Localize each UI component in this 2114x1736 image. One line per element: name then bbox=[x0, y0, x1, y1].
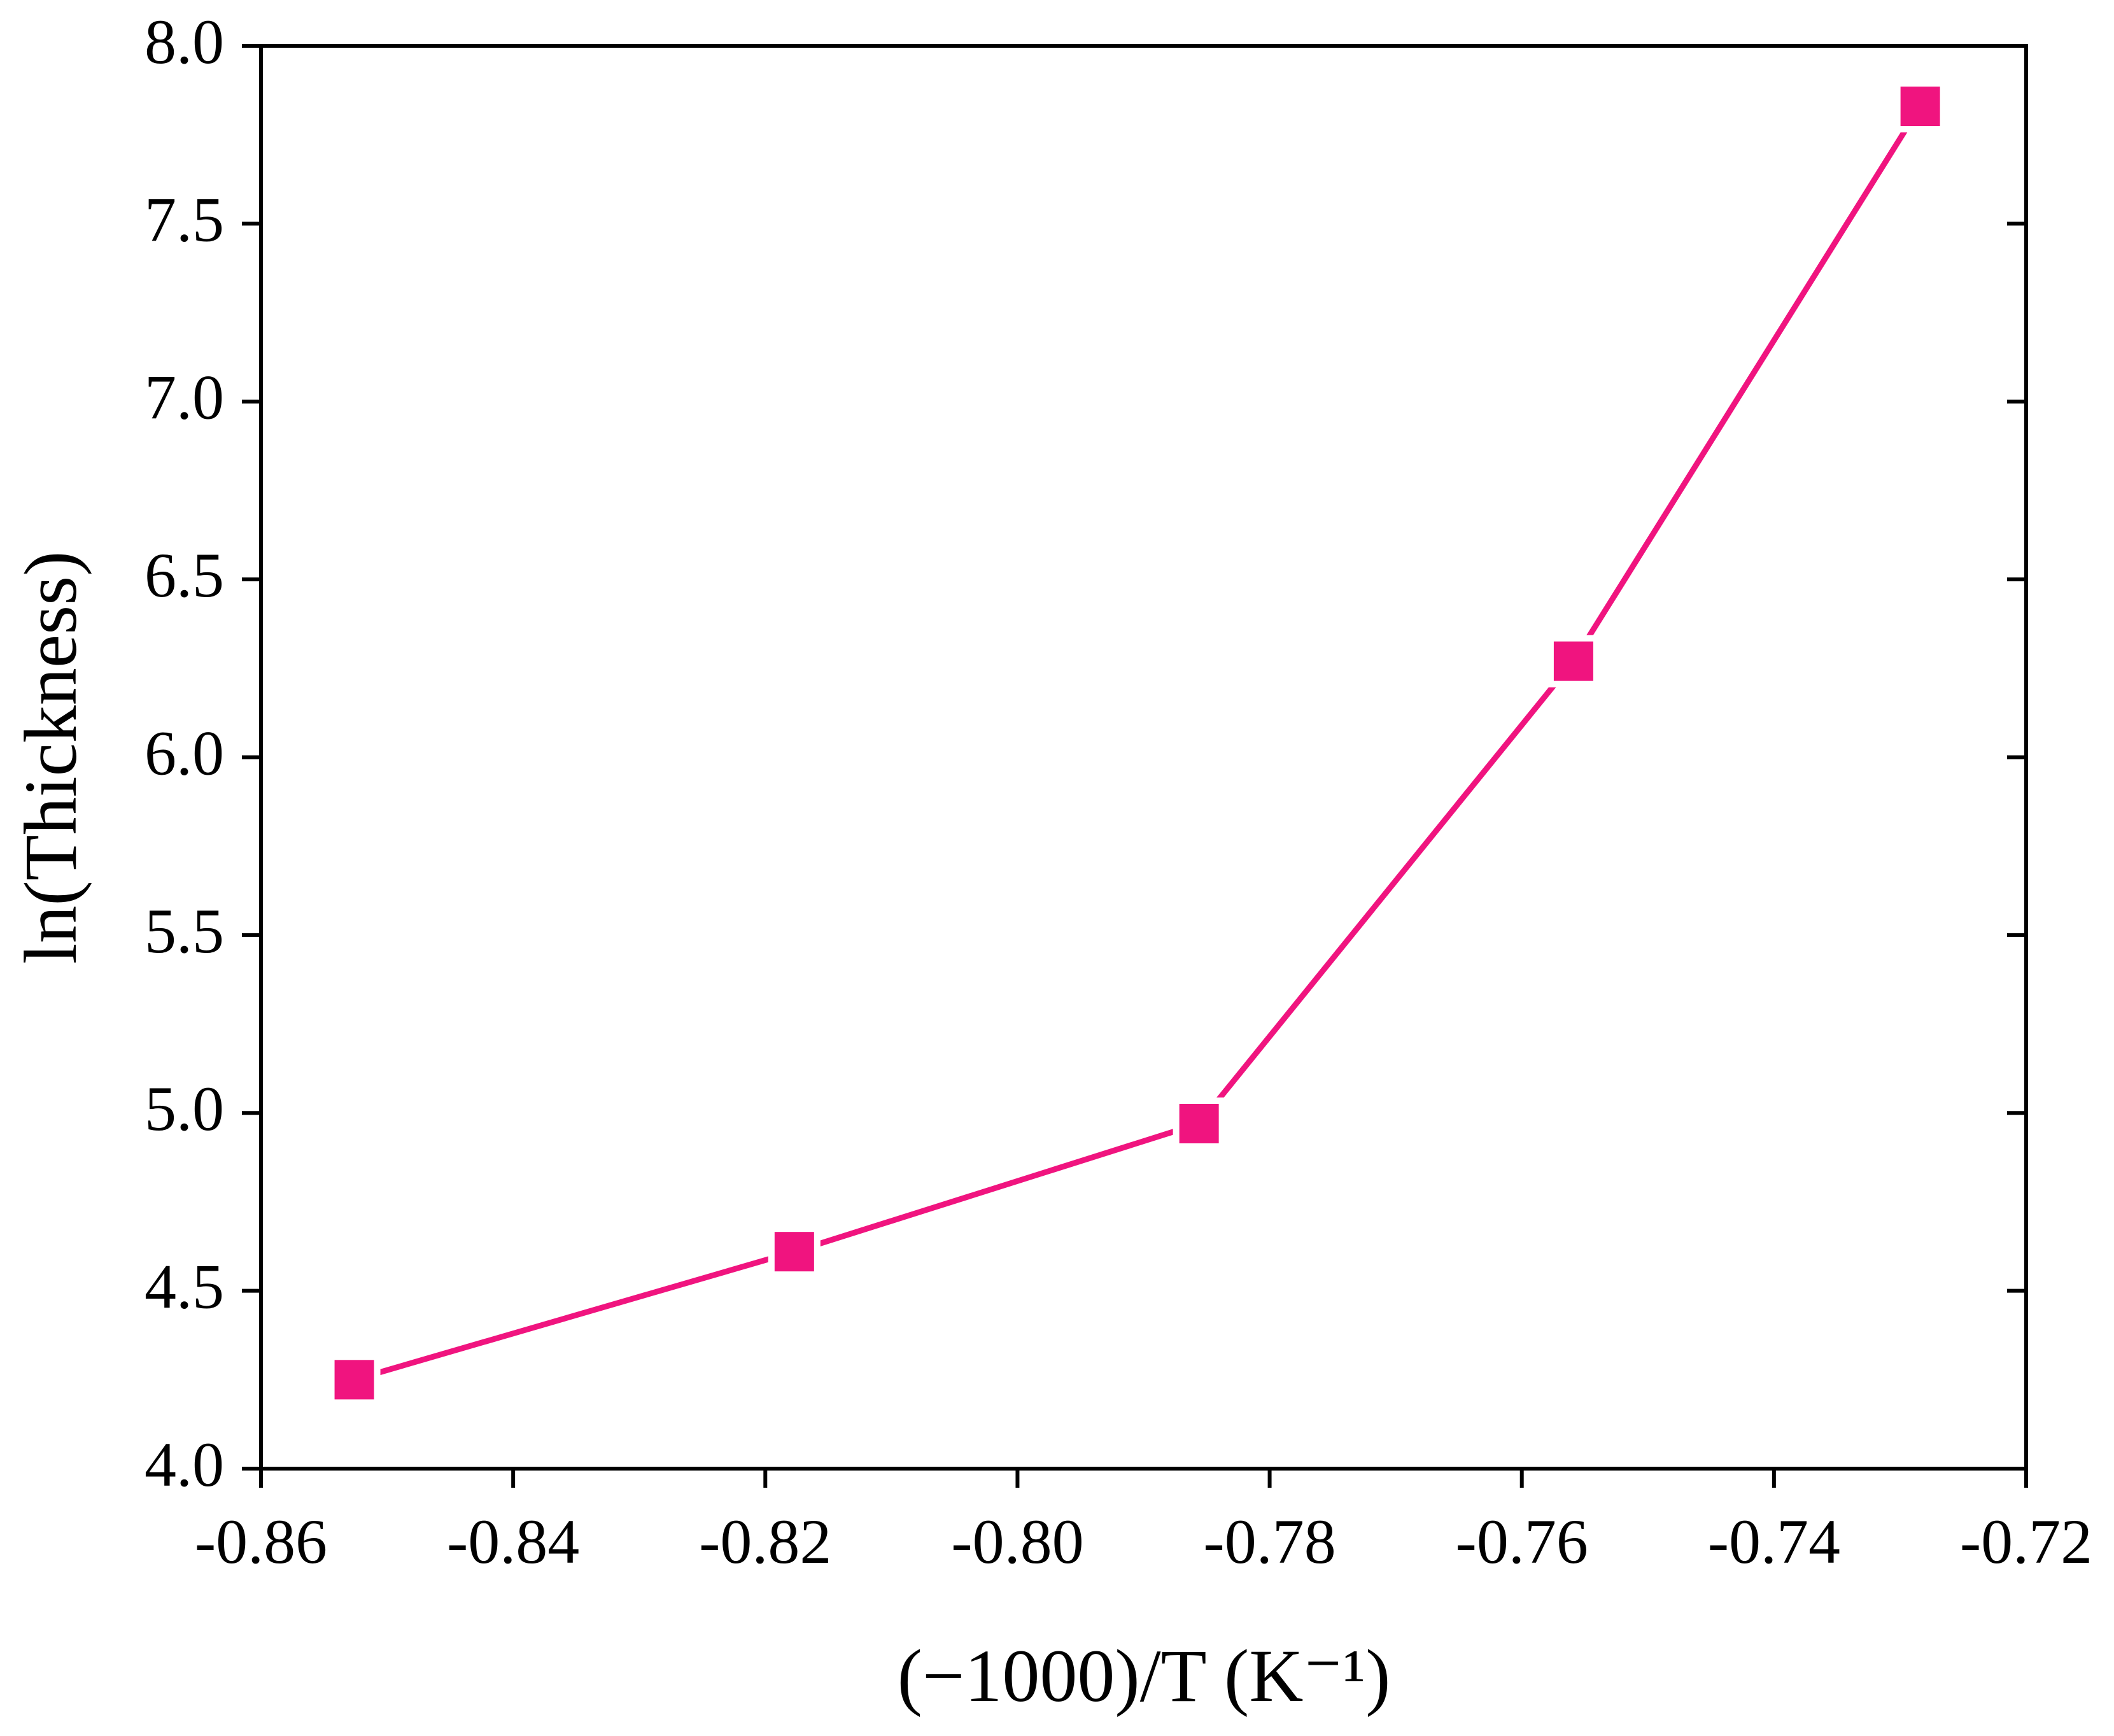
x-axis-title: (−1000)/T (K⁻¹) bbox=[898, 1634, 1391, 1718]
data-marker bbox=[768, 1225, 821, 1278]
y-tick-label: 7.0 bbox=[144, 362, 224, 433]
y-tick-label: 7.5 bbox=[144, 184, 224, 255]
x-tick-label: -0.72 bbox=[1960, 1506, 2092, 1577]
x-tick-label: -0.86 bbox=[195, 1506, 327, 1577]
y-tick-label: 6.5 bbox=[144, 540, 224, 610]
x-tick-label: -0.80 bbox=[951, 1506, 1083, 1577]
data-marker bbox=[1547, 635, 1600, 688]
data-marker bbox=[328, 1353, 381, 1406]
y-axis-title: ln(Thickness) bbox=[9, 551, 92, 964]
x-tick-label: -0.82 bbox=[699, 1506, 831, 1577]
x-tick-label: -0.76 bbox=[1456, 1506, 1588, 1577]
y-tick-label: 5.0 bbox=[144, 1073, 224, 1144]
y-tick-label: 5.5 bbox=[144, 896, 224, 966]
data-marker bbox=[1894, 80, 1947, 132]
plot-frame bbox=[259, 44, 2028, 1471]
y-tick-label: 4.5 bbox=[144, 1252, 224, 1322]
y-tick-label: 8.0 bbox=[144, 6, 224, 77]
y-tick-label: 6.0 bbox=[144, 717, 224, 788]
x-tick-label: -0.78 bbox=[1203, 1506, 1335, 1577]
data-marker bbox=[1173, 1097, 1225, 1150]
x-tick-label: -0.74 bbox=[1708, 1506, 1840, 1577]
y-tick-label: 4.0 bbox=[144, 1429, 224, 1500]
x-tick-label: -0.84 bbox=[447, 1506, 579, 1577]
